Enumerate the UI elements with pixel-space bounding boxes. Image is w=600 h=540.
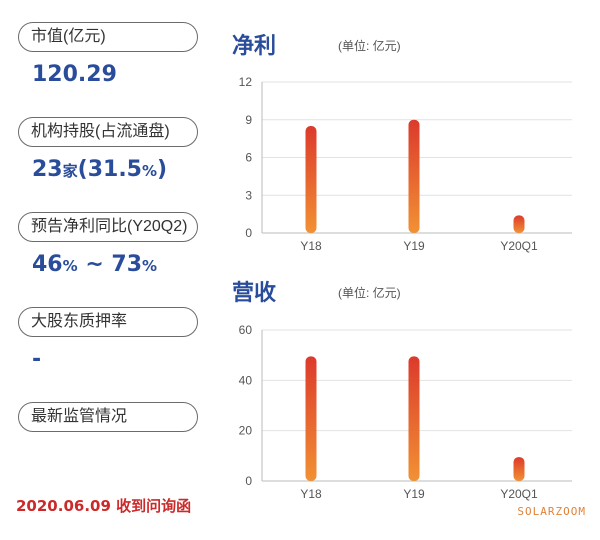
- chart-unit-revenue: (单位: 亿元): [338, 286, 401, 300]
- pledge-label: 大股东质押率: [18, 307, 198, 337]
- revenue-bar-y18: [305, 356, 317, 481]
- revenue-xtick-label: Y19: [403, 487, 425, 501]
- institutions-count-unit: 家: [62, 162, 78, 180]
- revenue-ytick-label: 60: [239, 323, 253, 337]
- institutions-open-paren: (: [77, 157, 88, 182]
- chart-unit-net-profit: (单位: 亿元): [338, 39, 401, 53]
- forecast-high: 73: [111, 252, 143, 277]
- chart-title-revenue: 营收: [232, 281, 277, 306]
- net-profit-bar-y18: [305, 126, 317, 233]
- forecast-sep: ~: [77, 252, 112, 277]
- net-profit-bar-y20q1: [513, 215, 525, 233]
- institutions-value: 23家(31.5%): [32, 157, 167, 182]
- forecast-low: 46: [32, 252, 63, 277]
- forecast-label: 预告净利同比(Y20Q2): [18, 212, 198, 242]
- institutions-label: 机构持股(占流通盘): [18, 117, 198, 147]
- regulation-label: 最新监管情况: [18, 402, 198, 432]
- net-profit-ytick-label: 6: [245, 151, 252, 165]
- institutions-pct-unit: %: [141, 162, 158, 180]
- net-profit-xtick-label: Y18: [300, 239, 322, 253]
- market-cap-value: 120.29: [32, 62, 117, 87]
- net-profit-ytick-label: 0: [245, 226, 252, 240]
- revenue-bar-y20q1: [513, 457, 525, 481]
- pledge-value: -: [32, 347, 42, 372]
- net-profit-bar-y19: [408, 119, 420, 233]
- net-profit-xtick-label: Y19: [403, 239, 425, 253]
- institutions-close-paren: ): [157, 157, 168, 182]
- revenue-ytick-label: 40: [239, 373, 253, 387]
- revenue-ytick-label: 0: [245, 474, 252, 488]
- net-profit-ytick-label: 12: [239, 75, 253, 89]
- forecast-high-unit: %: [142, 257, 158, 275]
- revenue-xtick-label: Y18: [300, 487, 322, 501]
- forecast-value: 46% ~ 73%: [32, 252, 157, 277]
- market-cap-label: 市值(亿元): [18, 22, 198, 52]
- net-profit-xtick-label: Y20Q1: [500, 239, 538, 253]
- chart-title-net-profit: 净利: [232, 34, 277, 59]
- revenue-chart: 0 20 40 60 Y18 Y19 Y20Q1: [239, 323, 572, 501]
- brand-logo: SOLARZOOM: [517, 505, 586, 518]
- institutions-pct: 31.5: [87, 157, 142, 182]
- regulation-notice: 2020.06.09 收到问询函: [16, 497, 192, 515]
- net-profit-chart: 0 3 6 9 12 Y18 Y19 Y20Q1: [239, 75, 572, 253]
- forecast-low-unit: %: [62, 257, 78, 275]
- revenue-bar-y19: [408, 356, 420, 481]
- net-profit-ytick-label: 3: [245, 188, 252, 202]
- revenue-ytick-label: 20: [239, 424, 253, 438]
- net-profit-ytick-label: 9: [245, 113, 252, 127]
- institutions-count: 23: [32, 157, 63, 182]
- revenue-xtick-label: Y20Q1: [500, 487, 538, 501]
